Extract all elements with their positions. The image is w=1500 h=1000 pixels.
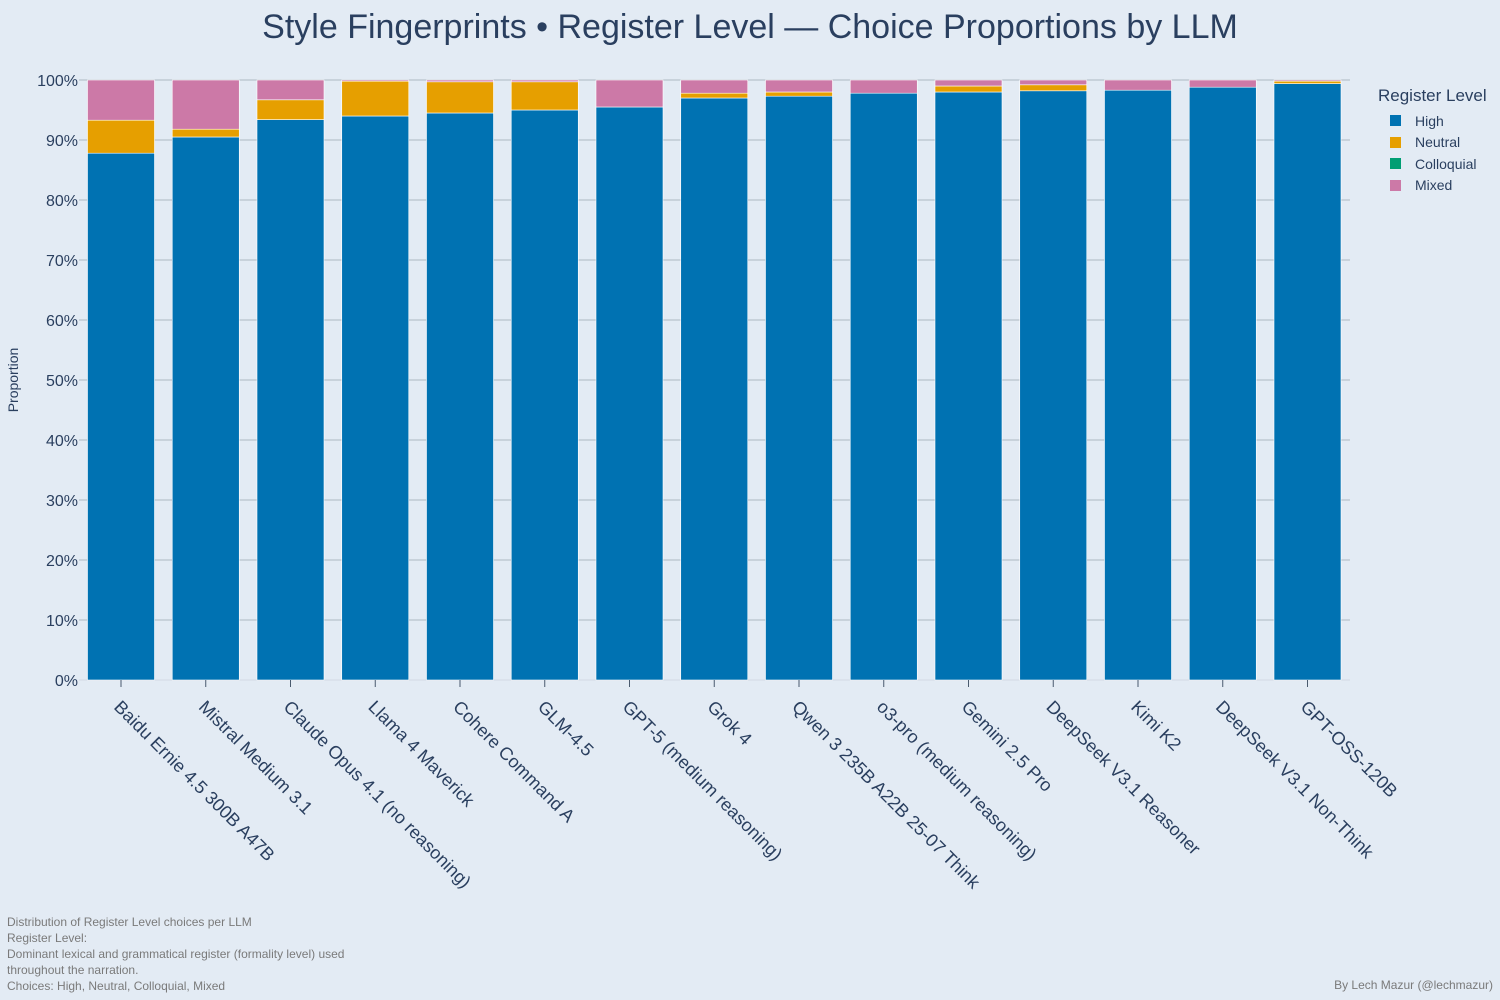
bar-segment-high[interactable] [1188,86,1257,681]
bar-segment-neutral[interactable] [256,99,325,120]
bar-segment-mixed[interactable] [341,79,410,82]
legend-swatch-high [1390,115,1401,127]
bar-segment-mixed[interactable] [1104,79,1172,91]
bar-segment-mixed[interactable] [595,79,664,108]
bar-segment-high[interactable] [849,92,918,681]
bar-segment-mixed[interactable] [426,79,494,83]
legend-item-neutral[interactable]: Neutral [1378,132,1487,154]
footnote-line: throughout the narration. [7,963,139,977]
bar-segment-mixed[interactable] [87,79,155,121]
bar-segment-mixed[interactable] [510,79,579,83]
y-tick-label: 20% [46,553,78,570]
bar-segment-high[interactable] [680,97,749,681]
legend-swatch-mixed [1390,179,1401,191]
x-tick-label: Claude Opus 4.1 (no reasoning) [280,697,475,892]
legend-item-colloquial[interactable]: Colloquial [1378,153,1487,175]
bar-segment-neutral[interactable] [87,119,155,154]
x-tick-label: o3-pro (medium reasoning) [873,697,1041,865]
bar-segment-mixed[interactable] [1188,79,1257,88]
x-tick-label: GPT-5 (medium reasoning) [619,697,787,865]
legend-title: Register Level [1378,86,1487,105]
bar-segment-high[interactable] [171,136,240,681]
legend-swatch-neutral [1390,136,1401,148]
y-tick-label: 50% [46,373,78,390]
y-tick-label: 80% [46,193,78,210]
bar-segment-neutral[interactable] [171,128,240,138]
footnote-line: Distribution of Register Level choices p… [7,915,252,929]
bar-segment-high[interactable] [426,112,494,681]
bar-segment-mixed[interactable] [256,79,325,101]
legend-label-neutral: Neutral [1415,134,1461,151]
x-tick-label: Kimi K2 [1127,697,1185,755]
bar-segment-mixed[interactable] [934,79,1003,87]
legend: Register Level High Neutral Colloquial M… [1378,86,1487,196]
x-tick-label: Qwen 3 235B A22B 25-07 Think [788,697,984,893]
bar-segment-high[interactable] [595,106,664,681]
footnote-line: Register Level: [7,931,88,945]
bar-segment-high[interactable] [87,152,155,681]
y-tick-label: 100% [37,73,78,90]
bar-segment-neutral[interactable] [765,91,833,97]
legend-label-mixed: Mixed [1415,177,1453,194]
legend-label-colloquial: Colloquial [1415,155,1477,172]
bar-segment-high[interactable] [765,95,833,681]
bar-segment-mixed[interactable] [1019,79,1088,86]
footnote-line: Dominant lexical and grammatical registe… [7,947,345,961]
bar-segment-high[interactable] [341,115,410,681]
x-tick-label: Baidu Ernie 4.5 300B A47B [110,697,278,865]
footnote-line: Choices: High, Neutral, Colloquial, Mixe… [7,979,226,993]
bar-segment-high[interactable] [1104,89,1172,681]
bar-segment-mixed[interactable] [680,79,749,94]
bar-segment-mixed[interactable] [1273,79,1342,82]
footnote: Distribution of Register Level choices p… [7,914,344,994]
y-tick-label: 10% [46,613,78,630]
x-tick-label: GLM-4.5 [534,697,598,761]
bar-segment-neutral[interactable] [1273,80,1342,84]
legend-swatch-colloquial [1390,158,1401,170]
x-tick-label: DeepSeek V3.1 Non-Think [1212,697,1378,863]
bar-segment-neutral[interactable] [934,85,1003,93]
bar-segment-neutral[interactable] [680,92,749,99]
y-tick-label: 0% [55,673,78,690]
bar-segment-neutral[interactable] [341,80,410,117]
credit: By Lech Mazur (@lechmazur) [1334,978,1493,992]
y-tick-label: 60% [46,313,78,330]
x-tick-label: DeepSeek V3.1 Reasoner [1042,697,1204,859]
bar-segment-neutral[interactable] [510,81,579,111]
bars [87,79,1342,681]
bar-segment-high[interactable] [256,119,325,681]
legend-item-mixed[interactable]: Mixed [1378,175,1487,197]
y-axis-ticks: 0% 10% 20% 30% 40% 50% 60% 70% 80% 90% 100% [37,73,78,690]
y-tick-label: 90% [46,133,78,150]
y-axis-label: Proportion [5,348,21,413]
bar-segment-mixed[interactable] [849,79,918,94]
chart-title: Style Fingerprints • Register Level — Ch… [262,8,1238,46]
bar-segment-mixed[interactable] [171,79,240,130]
y-tick-label: 70% [46,253,78,270]
bar-segment-high[interactable] [1019,90,1088,681]
x-tick-label: Grok 4 [703,697,755,749]
bar-segment-mixed[interactable] [765,79,833,93]
bar-segment-high[interactable] [1273,83,1342,681]
bar-segment-neutral[interactable] [1019,84,1088,92]
bar-segment-high[interactable] [510,109,579,681]
legend-label-high: High [1415,112,1444,129]
bar-segment-high[interactable] [934,91,1003,681]
y-tick-label: 30% [46,493,78,510]
legend-item-high[interactable]: High [1378,110,1487,132]
y-tick-label: 40% [46,433,78,450]
bar-segment-neutral[interactable] [426,81,494,114]
